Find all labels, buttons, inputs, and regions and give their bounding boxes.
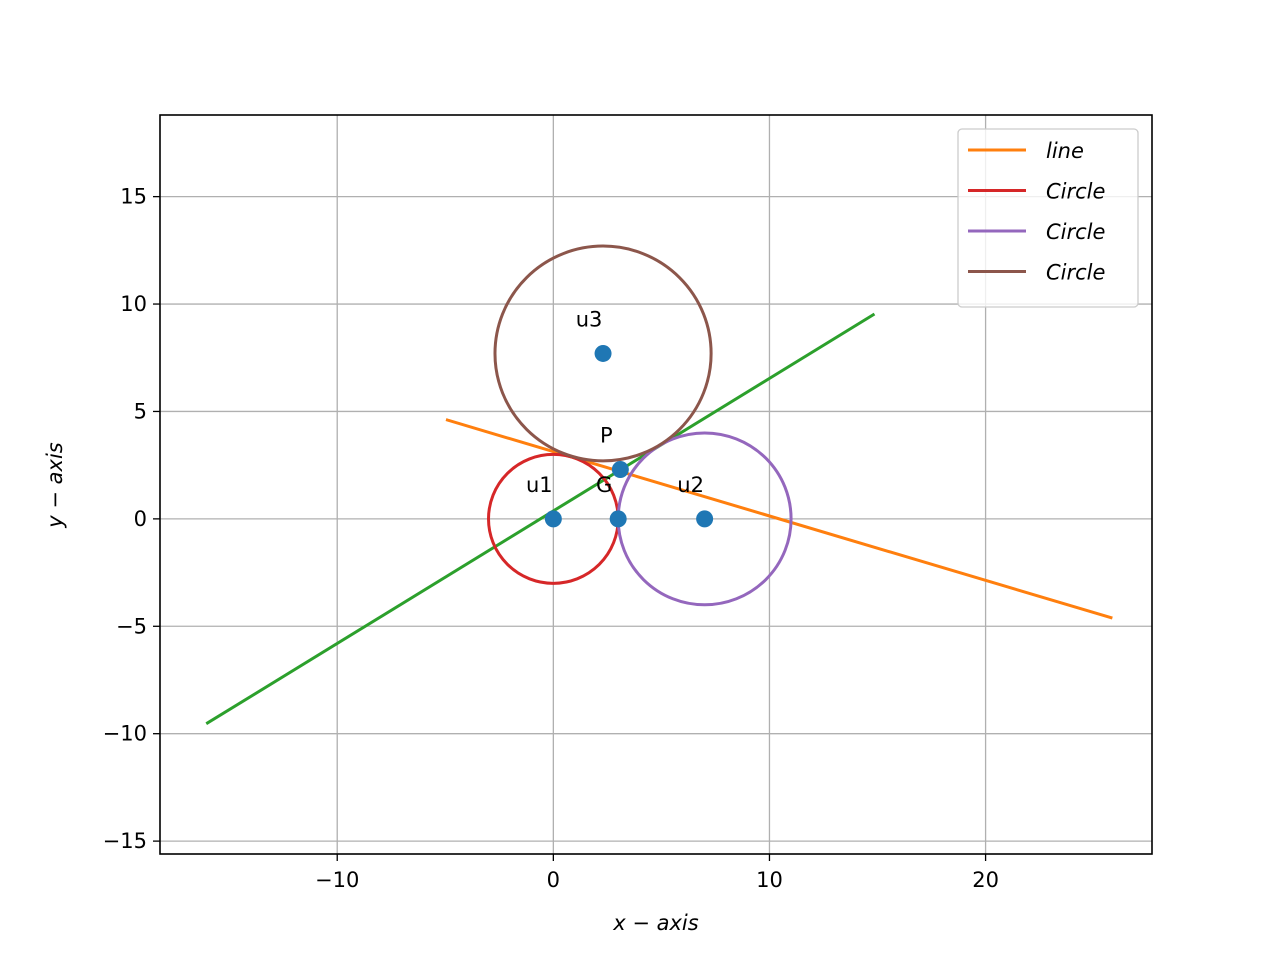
point-annotation: u1 <box>526 473 553 497</box>
axes-frame <box>159 114 1153 855</box>
data-point <box>696 510 714 528</box>
y-tick-label: −5 <box>116 614 147 638</box>
ticks: −10 0 10 20 −15 −10 −5 0 5 10 15 <box>103 185 999 892</box>
x-tick-label: 10 <box>756 868 783 892</box>
data-point <box>544 510 562 528</box>
point-annotation: G <box>596 473 612 497</box>
y-axis-label: y − axis <box>43 442 67 529</box>
legend-box <box>957 128 1139 308</box>
orange-series-line <box>445 418 1113 620</box>
legend-entry-label: Circle <box>1046 261 1105 285</box>
series-layer <box>205 244 1113 726</box>
point-annotation: P <box>600 423 613 447</box>
y-tick-label: 0 <box>134 507 147 531</box>
x-axis-label: x − axis <box>612 911 699 935</box>
x-tick-label: −10 <box>315 868 359 892</box>
data-point <box>594 344 612 362</box>
x-tick-label: 20 <box>972 868 999 892</box>
green-series-line <box>205 312 876 726</box>
y-tick-label: 10 <box>120 292 147 316</box>
point-annotation: u2 <box>677 473 704 497</box>
point-annotation: u3 <box>576 307 603 331</box>
legend-entry-label: Circle <box>1046 180 1105 204</box>
data-point <box>609 510 627 528</box>
y-tick-label: 5 <box>134 399 147 423</box>
plot-area <box>205 244 1113 726</box>
circle-series-3 <box>493 244 713 463</box>
y-tick-label: 15 <box>120 185 147 209</box>
x-tick-label: 0 <box>547 868 560 892</box>
legend-entry-label: Circle <box>1046 220 1105 244</box>
legend: line Circle Circle Circle <box>957 128 1139 308</box>
legend-entry-label: line <box>1046 139 1084 163</box>
y-tick-label: −10 <box>103 722 147 746</box>
data-point <box>611 460 629 478</box>
y-tick-label: −15 <box>103 829 147 853</box>
